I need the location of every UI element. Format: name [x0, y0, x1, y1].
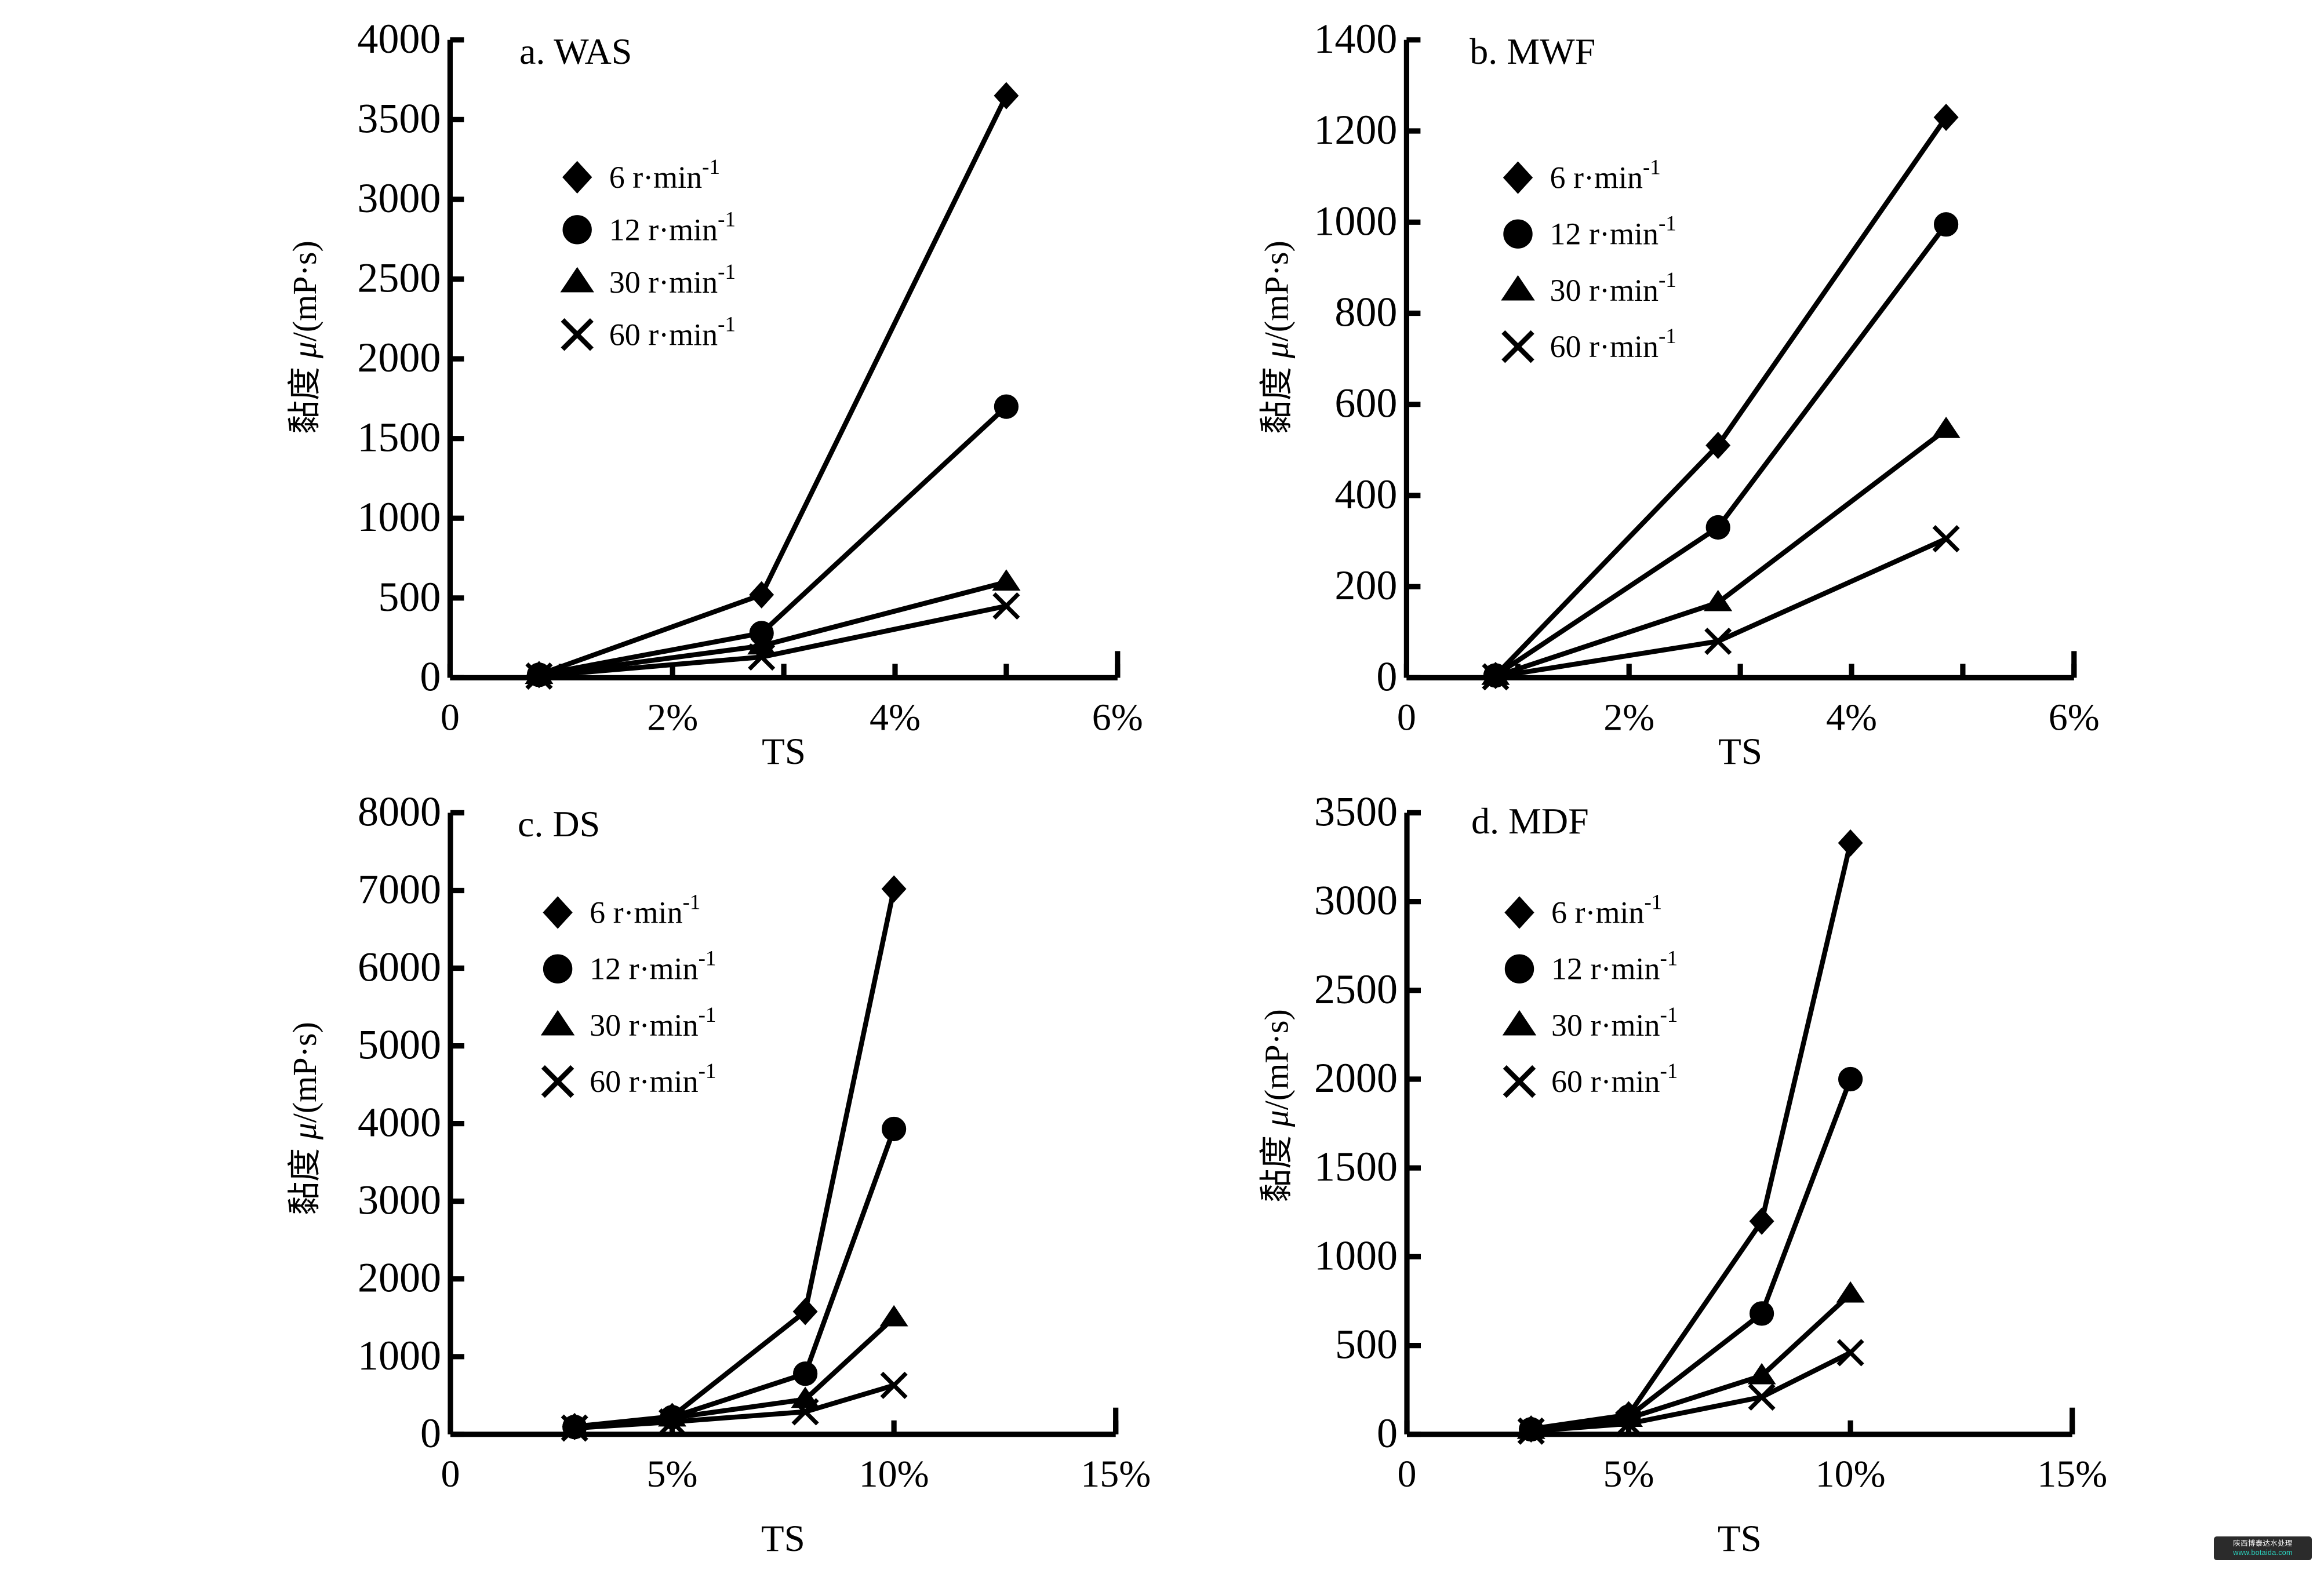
svg-text:8000: 8000: [358, 788, 441, 835]
svg-text:1200: 1200: [1314, 107, 1397, 153]
svg-text:2000: 2000: [357, 334, 441, 381]
svg-text:2000: 2000: [1314, 1055, 1398, 1101]
svg-text:10%: 10%: [859, 1453, 929, 1495]
svg-text:b. MWF: b. MWF: [1470, 31, 1595, 72]
svg-text:2%: 2%: [647, 696, 698, 738]
svg-text:6%: 6%: [2049, 696, 2100, 738]
svg-text:5000: 5000: [358, 1022, 441, 1068]
svg-text:1000: 1000: [358, 1332, 441, 1379]
svg-text:800: 800: [1334, 289, 1397, 336]
svg-text:0: 0: [441, 1453, 460, 1495]
svg-text:TS: TS: [1718, 1518, 1762, 1560]
svg-text:a. WAS: a. WAS: [519, 31, 632, 72]
svg-text:黏度 μ/(mP·s): 黏度 μ/(mP·s): [286, 241, 323, 434]
svg-text:d. MDF: d. MDF: [1471, 800, 1589, 842]
svg-text:1000: 1000: [1314, 198, 1397, 244]
svg-text:黏度 μ/(mP·s): 黏度 μ/(mP·s): [286, 1022, 323, 1215]
svg-text:2500: 2500: [1314, 966, 1398, 1013]
svg-text:12 r·min-1: 12 r·min-1: [609, 207, 736, 247]
svg-text:3500: 3500: [1314, 788, 1398, 835]
svg-text:0: 0: [1377, 1410, 1398, 1456]
svg-text:15%: 15%: [1081, 1453, 1151, 1495]
svg-text:10%: 10%: [1816, 1453, 1886, 1495]
svg-text:60 r·min-1: 60 r·min-1: [1551, 1059, 1678, 1099]
svg-text:3000: 3000: [1314, 877, 1398, 924]
svg-text:400: 400: [1334, 471, 1397, 518]
svg-text:30 r·min-1: 30 r·min-1: [1550, 268, 1676, 308]
svg-text:1000: 1000: [357, 494, 441, 540]
svg-text:TS: TS: [761, 1518, 805, 1560]
svg-text:2000: 2000: [358, 1255, 441, 1301]
svg-text:0: 0: [441, 696, 460, 738]
svg-text:6%: 6%: [1092, 696, 1143, 738]
svg-text:3500: 3500: [357, 95, 441, 141]
svg-text:0: 0: [1398, 1453, 1417, 1495]
svg-text:12 r·min-1: 12 r·min-1: [1550, 212, 1676, 252]
svg-text:0: 0: [420, 1410, 441, 1456]
svg-text:30 r·min-1: 30 r·min-1: [590, 1003, 716, 1043]
svg-text:1500: 1500: [357, 414, 441, 461]
svg-text:c. DS: c. DS: [518, 803, 600, 844]
svg-text:60 r·min-1: 60 r·min-1: [590, 1059, 716, 1099]
svg-text:500: 500: [378, 574, 441, 620]
svg-text:7000: 7000: [358, 866, 441, 913]
svg-text:0: 0: [1376, 653, 1397, 700]
svg-text:4000: 4000: [357, 16, 441, 62]
svg-text:1400: 1400: [1314, 16, 1397, 62]
svg-text:3000: 3000: [358, 1177, 441, 1223]
svg-text:0: 0: [1397, 696, 1416, 738]
svg-text:黏度 μ/(mP·s): 黏度 μ/(mP·s): [1258, 1009, 1296, 1203]
svg-text:5%: 5%: [1603, 1453, 1654, 1495]
svg-text:200: 200: [1334, 562, 1397, 609]
svg-text:15%: 15%: [2037, 1453, 2107, 1495]
svg-text:TS: TS: [762, 731, 806, 773]
svg-text:5%: 5%: [647, 1453, 698, 1495]
svg-text:2%: 2%: [1603, 696, 1654, 738]
svg-text:0: 0: [420, 653, 441, 700]
svg-text:2500: 2500: [357, 255, 441, 301]
svg-text:12 r·min-1: 12 r·min-1: [1551, 947, 1678, 986]
svg-text:12 r·min-1: 12 r·min-1: [590, 947, 716, 986]
svg-text:4000: 4000: [358, 1099, 441, 1146]
svg-text:1000: 1000: [1314, 1232, 1398, 1279]
svg-text:30 r·min-1: 30 r·min-1: [609, 260, 736, 300]
svg-text:4%: 4%: [870, 696, 921, 738]
svg-text:6000: 6000: [358, 944, 441, 990]
svg-text:60 r·min-1: 60 r·min-1: [609, 312, 736, 352]
svg-text:黏度 μ/(mP·s): 黏度 μ/(mP·s): [1258, 241, 1296, 434]
svg-text:60 r·min-1: 60 r·min-1: [1550, 325, 1676, 364]
svg-text:1500: 1500: [1314, 1143, 1398, 1190]
svg-text:600: 600: [1334, 380, 1397, 427]
svg-text:4%: 4%: [1826, 696, 1877, 738]
svg-text:30 r·min-1: 30 r·min-1: [1551, 1003, 1678, 1043]
svg-text:500: 500: [1335, 1321, 1398, 1368]
svg-text:TS: TS: [1718, 731, 1762, 773]
svg-text:3000: 3000: [357, 175, 441, 221]
